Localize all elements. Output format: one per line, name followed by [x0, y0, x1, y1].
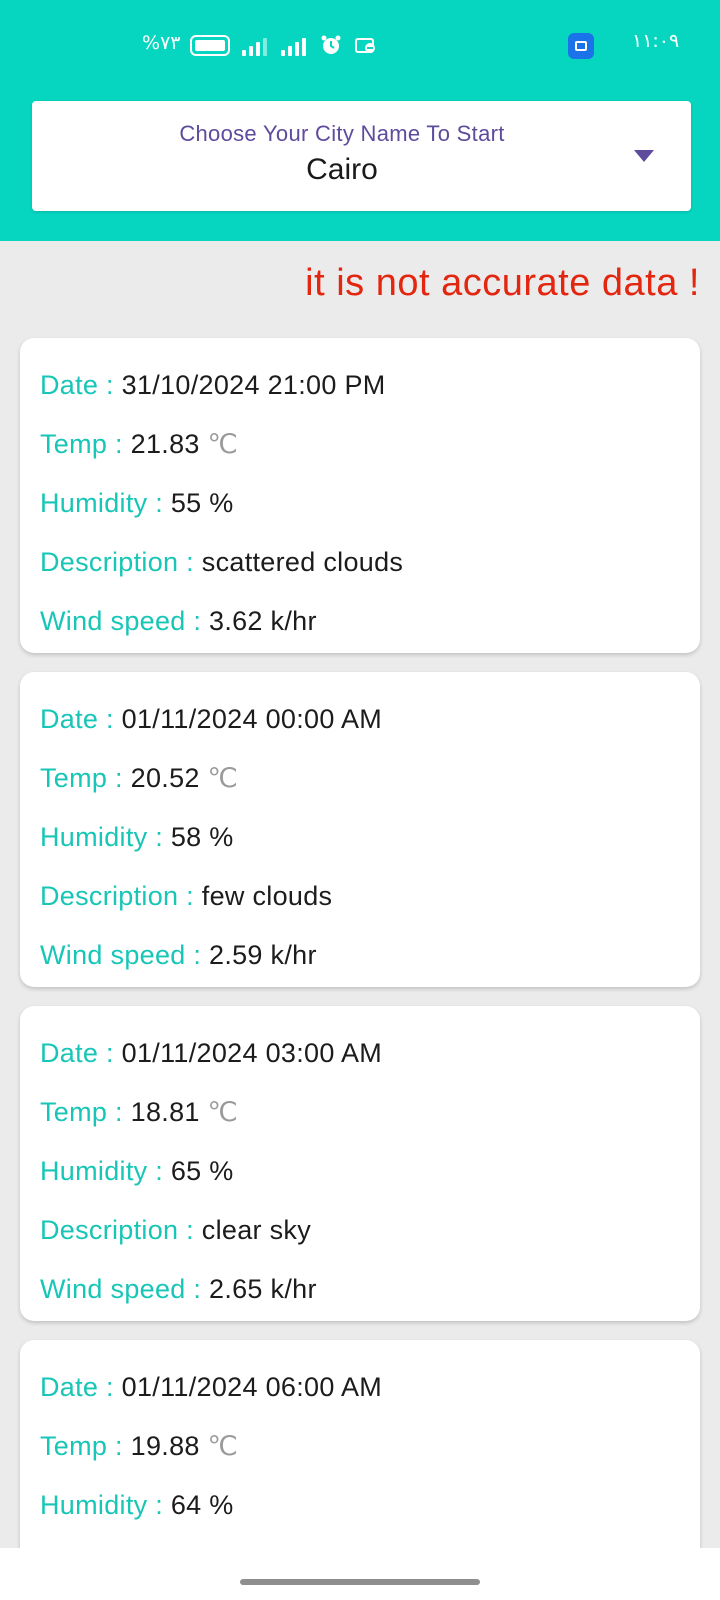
description-row: Description : clear sky: [40, 1215, 311, 1246]
message-icon: [355, 38, 375, 53]
humidity-value: 55 %: [170, 488, 234, 518]
temp-label: Temp :: [40, 763, 123, 793]
chevron-down-icon[interactable]: [634, 150, 654, 162]
wind-value: 2.65 k/hr: [209, 1274, 317, 1304]
temp-label: Temp :: [40, 429, 123, 459]
humidity-value: 58 %: [170, 822, 234, 852]
temp-row: Temp : 20.52 ℃: [40, 763, 238, 794]
status-time: ١١:٠٩: [632, 30, 680, 52]
humidity-label: Humidity :: [40, 1156, 164, 1186]
temp-row: Temp : 19.88 ℃: [40, 1431, 238, 1462]
alarm-icon: [321, 35, 341, 54]
home-gesture-handle[interactable]: [240, 1579, 480, 1585]
date-label: Date :: [40, 370, 114, 400]
temp-value: 18.81: [130, 1097, 200, 1127]
wind-row: Wind speed : 2.59 k/hr: [40, 940, 317, 971]
battery-percent: %٧٣: [142, 32, 181, 54]
city-dropdown-value: Cairo: [306, 153, 378, 186]
forecast-card: Date : 01/11/2024 03:00 AM Temp : 18.81 …: [20, 1006, 700, 1321]
signal-icon: [242, 36, 272, 56]
wind-label: Wind speed :: [40, 1274, 202, 1304]
humidity-value: 64 %: [170, 1490, 234, 1520]
humidity-row: Humidity : 58 %: [40, 822, 234, 853]
humidity-row: Humidity : 64 %: [40, 1490, 234, 1521]
description-value: scattered clouds: [201, 547, 404, 577]
description-value: clear sky: [201, 1215, 312, 1245]
humidity-row: Humidity : 65 %: [40, 1156, 234, 1187]
description-label: Description :: [40, 881, 194, 911]
date-value: 01/11/2024 03:00 AM: [121, 1038, 383, 1068]
description-row: Description : few clouds: [40, 881, 332, 912]
temp-row: Temp : 21.83 ℃: [40, 429, 238, 460]
forecast-card: Date : 31/10/2024 21:00 PM Temp : 21.83 …: [20, 338, 700, 653]
wind-value: 3.62 k/hr: [209, 606, 317, 636]
date-value: 01/11/2024 06:00 AM: [121, 1372, 383, 1402]
temp-value: 20.52: [130, 763, 200, 793]
status-bar: %٧٣ ١١:٠٩: [0, 0, 720, 90]
app-notification-icon: [568, 33, 594, 59]
temp-label: Temp :: [40, 1097, 123, 1127]
wind-row: Wind speed : 2.65 k/hr: [40, 1274, 317, 1305]
app-header: %٧٣ ١١:٠٩ Choose Your City Name To Start…: [0, 0, 720, 241]
date-row: Date : 01/11/2024 00:00 AM: [40, 704, 382, 735]
humidity-row: Humidity : 55 %: [40, 488, 234, 519]
battery-icon: [190, 35, 230, 56]
temp-row: Temp : 18.81 ℃: [40, 1097, 238, 1128]
wind-value: 2.59 k/hr: [209, 940, 317, 970]
forecast-card: Date : 01/11/2024 00:00 AM Temp : 20.52 …: [20, 672, 700, 987]
city-dropdown[interactable]: Choose Your City Name To Start Cairo: [32, 101, 691, 211]
accuracy-warning: it is not accurate data !: [305, 262, 700, 304]
signal-icon: [281, 36, 311, 56]
wind-label: Wind speed :: [40, 940, 202, 970]
humidity-value: 65 %: [170, 1156, 234, 1186]
temp-value: 19.88: [130, 1431, 200, 1461]
description-value: few clouds: [201, 881, 333, 911]
humidity-label: Humidity :: [40, 1490, 164, 1520]
city-dropdown-label: Choose Your City Name To Start: [179, 121, 505, 146]
temp-label: Temp :: [40, 1431, 123, 1461]
navigation-bar: [0, 1548, 720, 1600]
date-label: Date :: [40, 704, 114, 734]
temp-value: 21.83: [130, 429, 200, 459]
description-label: Description :: [40, 547, 194, 577]
date-label: Date :: [40, 1038, 114, 1068]
date-row: Date : 01/11/2024 03:00 AM: [40, 1038, 382, 1069]
temp-unit: ℃: [207, 1097, 239, 1127]
date-row: Date : 01/11/2024 06:00 AM: [40, 1372, 382, 1403]
date-row: Date : 31/10/2024 21:00 PM: [40, 370, 386, 401]
description-row: Description : scattered clouds: [40, 547, 403, 578]
date-value: 31/10/2024 21:00 PM: [121, 370, 386, 400]
date-label: Date :: [40, 1372, 114, 1402]
temp-unit: ℃: [207, 429, 239, 459]
temp-unit: ℃: [207, 1431, 239, 1461]
date-value: 01/11/2024 00:00 AM: [121, 704, 383, 734]
description-label: Description :: [40, 1215, 194, 1245]
humidity-label: Humidity :: [40, 822, 164, 852]
wind-row: Wind speed : 3.62 k/hr: [40, 606, 317, 637]
temp-unit: ℃: [207, 763, 239, 793]
humidity-label: Humidity :: [40, 488, 164, 518]
wind-label: Wind speed :: [40, 606, 202, 636]
forecast-card: Date : 01/11/2024 06:00 AM Temp : 19.88 …: [20, 1340, 700, 1570]
